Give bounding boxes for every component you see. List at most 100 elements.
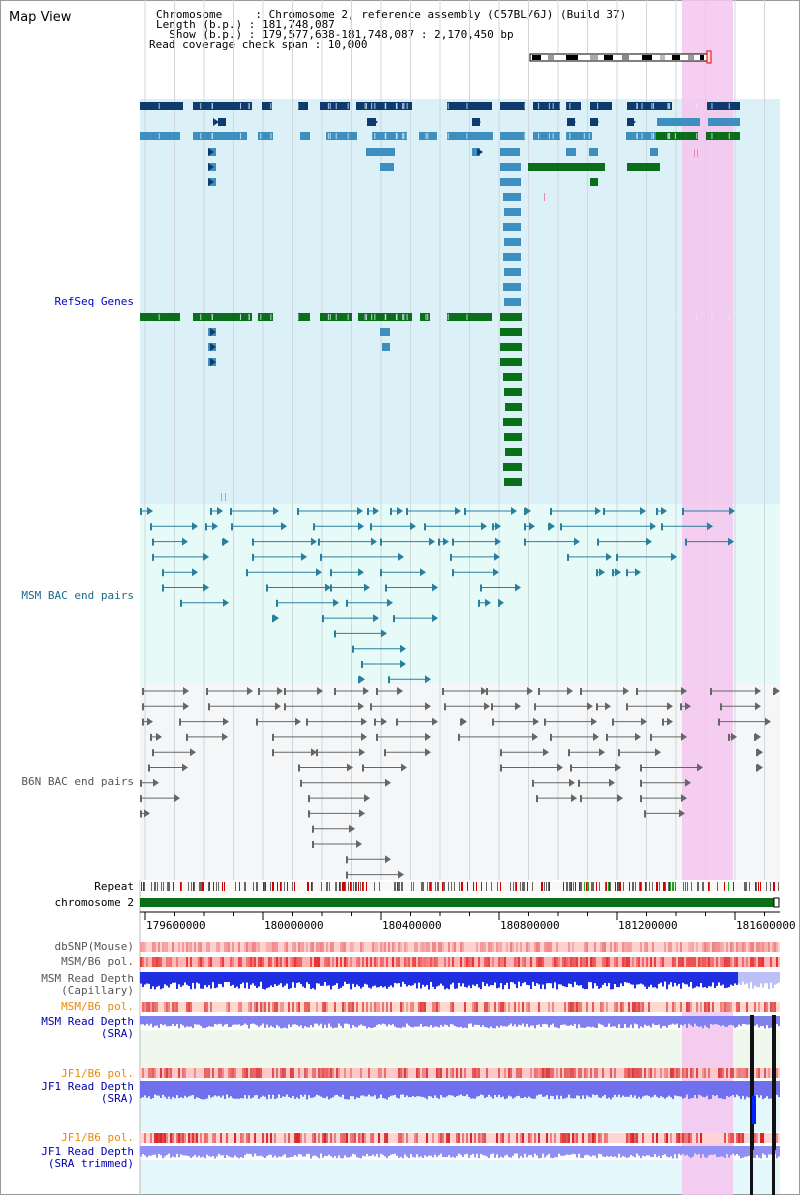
- dbsnp-track-label[interactable]: dbSNP(Mouse): [54, 940, 134, 953]
- repeat-element: [199, 882, 200, 891]
- pol-cell: [484, 1002, 486, 1012]
- depth-bar: [180, 1081, 182, 1098]
- pol-cell: [274, 957, 276, 967]
- ideogram-band: [700, 55, 704, 60]
- exon-gap: [427, 133, 429, 139]
- msm-bac-end: [330, 584, 332, 592]
- msm-bac-end: [147, 507, 153, 515]
- msm-depth-cap-track-label[interactable]: MSM Read Depth (Capillary): [41, 972, 134, 997]
- depth-bar: [386, 1016, 388, 1027]
- depth-bar: [530, 1146, 532, 1155]
- depth-bar: [526, 1081, 528, 1099]
- b6n-bac-end: [156, 732, 162, 741]
- depth-bar: [348, 1146, 350, 1158]
- depth-bar: [166, 972, 168, 986]
- jf1-b6-pol-track-label[interactable]: JF1/B6 pol.: [61, 1067, 134, 1080]
- pol-cell: [640, 1068, 642, 1078]
- pol-cell: [720, 957, 722, 967]
- depth-bar: [182, 972, 184, 986]
- repeat-element: [143, 882, 144, 891]
- depth-bar: [396, 1146, 398, 1156]
- msm-bac-track-label[interactable]: MSM BAC end pairs: [21, 589, 134, 602]
- b6n-bac-track-label[interactable]: B6N BAC end pairs: [21, 775, 134, 788]
- pol-cell: [666, 1068, 668, 1078]
- depth-bar: [696, 972, 698, 987]
- depth-bar: [464, 1081, 466, 1097]
- repeat-element: [454, 882, 455, 891]
- depth-bar: [380, 1081, 382, 1095]
- pol-cell: [628, 957, 630, 967]
- depth-bar: [298, 1016, 300, 1027]
- depth-bar: [314, 1146, 316, 1156]
- depth-bar: [322, 1081, 324, 1098]
- depth-bar: [324, 1016, 326, 1025]
- depth-bar: [520, 972, 522, 987]
- repeat-element: [308, 882, 309, 891]
- depth-bar: [244, 1016, 246, 1024]
- msm-bac-end: [410, 522, 416, 531]
- exon-gap: [669, 103, 671, 109]
- pol-cell: [352, 1133, 354, 1143]
- depth-bar: [596, 972, 598, 986]
- pol-cell: [232, 957, 234, 967]
- pol-cell: [248, 957, 250, 967]
- depth-bar: [172, 1081, 174, 1097]
- depth-bar: [596, 1081, 598, 1095]
- depth-bar: [170, 1016, 172, 1026]
- depth-bar: [686, 1081, 688, 1095]
- b6n-bac-end: [623, 687, 629, 695]
- pol-cell: [680, 1133, 682, 1143]
- pol-cell: [702, 1068, 704, 1078]
- msm-bac-end: [322, 615, 324, 623]
- pol-cell: [736, 1002, 738, 1012]
- depth-bar: [164, 1146, 166, 1157]
- depth-bar: [738, 1146, 740, 1156]
- pol-cell: [322, 1068, 324, 1078]
- depth-bar: [182, 1146, 184, 1156]
- depth-bar: [218, 1081, 220, 1096]
- pol-cell: [350, 1133, 352, 1143]
- exon-gap: [395, 133, 397, 139]
- depth-bar: [380, 1146, 382, 1154]
- b6n-bac-end: [182, 763, 188, 772]
- repeat-element: [141, 882, 142, 891]
- pol-cell: [518, 1068, 520, 1078]
- depth-bar: [600, 1146, 602, 1155]
- msm-b6-pol-sra-track-label[interactable]: MSM/B6 pol.: [61, 1000, 134, 1013]
- b6n-bac-end: [317, 687, 323, 695]
- depth-bar: [676, 1081, 678, 1096]
- repeat-element: [618, 882, 619, 891]
- depth-bar: [716, 1016, 718, 1025]
- depth-bar: [768, 1016, 770, 1029]
- pol-cell: [310, 942, 312, 952]
- depth-bar: [590, 972, 592, 983]
- pol-cell: [334, 1133, 336, 1143]
- depth-bar: [702, 1146, 704, 1155]
- b6n-bac-end: [150, 733, 152, 741]
- refseq-track-label[interactable]: RefSeq Genes: [54, 295, 134, 308]
- ideogram-band: [566, 55, 578, 60]
- jf1-b6-pol-trim-track-label[interactable]: JF1/B6 pol.: [61, 1131, 134, 1144]
- pol-cell: [470, 1133, 472, 1143]
- msm-b6-pol-track-label[interactable]: MSM/B6 pol.: [61, 955, 134, 968]
- exon-gap: [406, 103, 408, 109]
- gene-model: [505, 448, 522, 456]
- msm-bac-end: [273, 614, 279, 623]
- jf1-depth-trim-track-label[interactable]: JF1 Read Depth (SRA trimmed): [41, 1145, 134, 1170]
- pol-cell: [556, 957, 558, 967]
- depth-bar: [540, 972, 542, 989]
- repeat-element: [224, 882, 225, 891]
- pol-cell: [486, 1068, 488, 1078]
- exon-gap: [569, 133, 571, 139]
- b6n-bac-end: [680, 703, 682, 711]
- depth-bar: [458, 1081, 460, 1096]
- msm-bac-end: [481, 522, 487, 531]
- pol-cell: [370, 1133, 372, 1143]
- exon-gap: [728, 133, 730, 139]
- depth-bar: [278, 972, 280, 985]
- depth-bar: [472, 1016, 474, 1027]
- msm-depth-sra-track-label[interactable]: MSM Read Depth (SRA): [41, 1015, 134, 1040]
- repeat-element: [610, 882, 611, 891]
- jf1-depth-sra-track-label[interactable]: JF1 Read Depth (SRA): [41, 1080, 134, 1105]
- pol-cell: [378, 1002, 380, 1012]
